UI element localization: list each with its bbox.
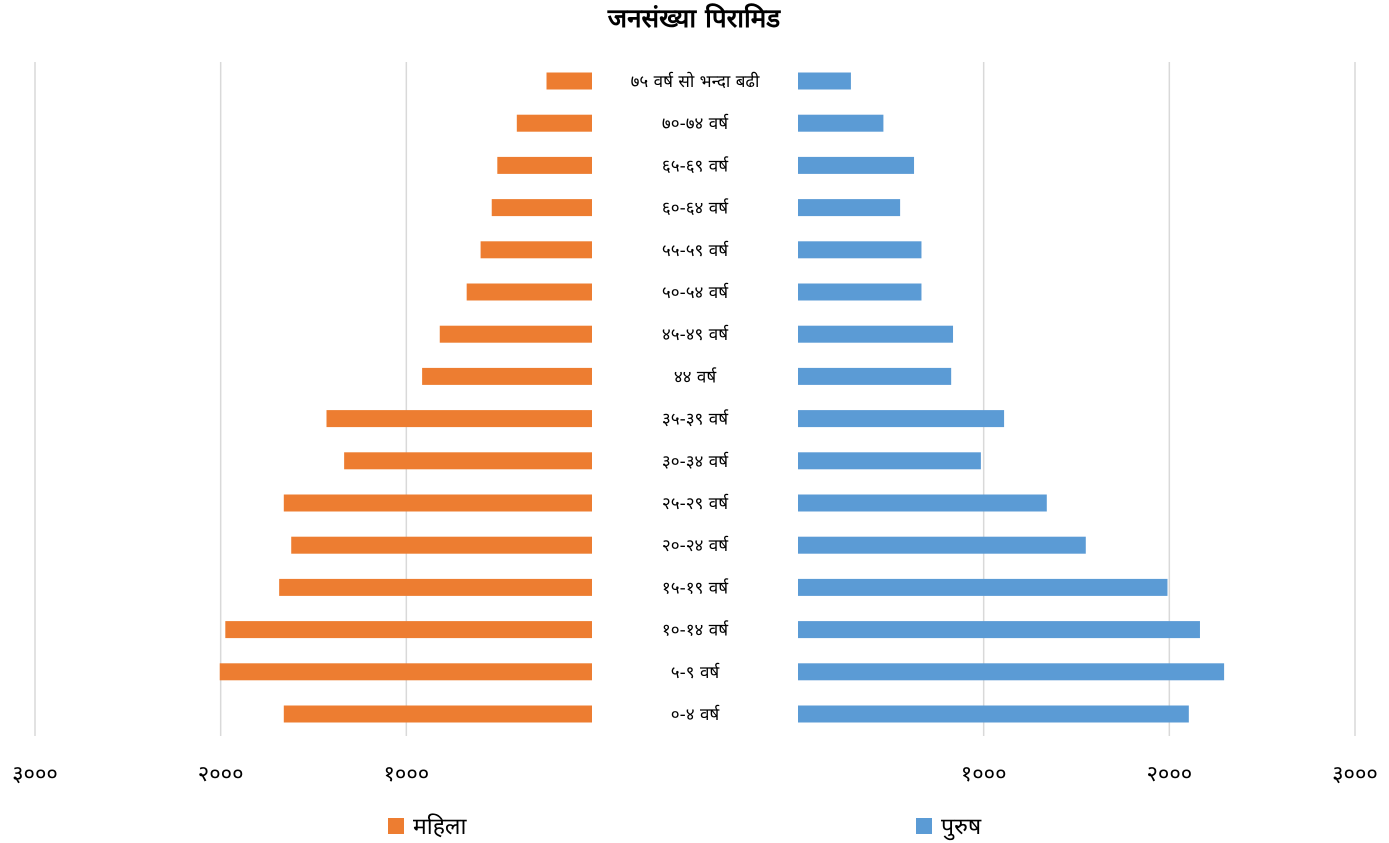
bar-female bbox=[225, 621, 592, 639]
bar-female bbox=[497, 156, 592, 174]
tick-label-left: १००० bbox=[383, 762, 429, 787]
tick-label-right: ३००० bbox=[1332, 762, 1378, 787]
bar-female bbox=[326, 410, 592, 428]
bar-female bbox=[283, 494, 592, 512]
bar-male bbox=[798, 325, 954, 343]
bar-male bbox=[798, 410, 1005, 428]
bar-female bbox=[279, 578, 592, 596]
bar-female bbox=[480, 241, 592, 259]
category-label: २५-२९ वर्ष bbox=[662, 493, 729, 514]
female-bars bbox=[219, 72, 592, 723]
bar-male bbox=[798, 621, 1200, 639]
bar-male bbox=[798, 199, 901, 217]
axis-tick-labels: १००० १००० २००० २००० ३००० ३००० bbox=[12, 762, 1378, 787]
category-label: ७०-७४ वर्ष bbox=[662, 113, 729, 134]
category-label: ४४ वर्ष bbox=[674, 366, 718, 387]
category-label: ६०-६४ वर्ष bbox=[662, 198, 729, 219]
bar-female bbox=[546, 72, 592, 90]
bar-male bbox=[798, 536, 1086, 554]
bar-male bbox=[798, 367, 952, 385]
category-label: ५-९ वर्ष bbox=[671, 662, 721, 683]
bar-male bbox=[798, 494, 1047, 512]
category-label: ३५-३९ वर्ष bbox=[662, 409, 729, 430]
category-label: ५५-५९ वर्ष bbox=[662, 240, 729, 261]
bar-female bbox=[291, 536, 592, 554]
category-label: ४५-४९ वर्ष bbox=[662, 324, 729, 345]
category-labels: ७५ वर्ष सो भन्दा बढी ७०-७४ वर्ष ६५-६९ वर्ष… bbox=[631, 71, 760, 725]
chart-title: जनसंख्या पिरामिड bbox=[607, 3, 782, 34]
bar-male bbox=[798, 283, 922, 301]
category-label: २०-२४ वर्ष bbox=[662, 535, 729, 556]
bar-female bbox=[219, 663, 592, 681]
bar-female bbox=[516, 114, 592, 132]
bar-male bbox=[798, 72, 851, 90]
category-label: ६५-६९ वर्ष bbox=[662, 155, 729, 176]
bar-female bbox=[491, 199, 592, 217]
legend: महिला पुरुष bbox=[388, 813, 982, 841]
bar-male bbox=[798, 705, 1189, 723]
category-label: ३०-३४ वर्ष bbox=[662, 451, 729, 472]
bar-female bbox=[422, 367, 592, 385]
bar-male bbox=[798, 663, 1225, 681]
bar-female bbox=[344, 452, 592, 470]
legend-label: पुरुष bbox=[941, 814, 982, 841]
bar-male bbox=[798, 114, 884, 132]
category-label: ०-४ वर्ष bbox=[671, 704, 721, 725]
bar-female bbox=[439, 325, 592, 343]
bar-female bbox=[283, 705, 592, 723]
male-bars bbox=[798, 72, 1225, 723]
category-label: ५०-५४ वर्ष bbox=[662, 282, 729, 303]
tick-label-right: २००० bbox=[1146, 762, 1192, 787]
category-label: १०-१४ वर्ष bbox=[662, 620, 729, 641]
tick-label-right: १००० bbox=[961, 762, 1007, 787]
bar-male bbox=[798, 452, 981, 470]
bar-male bbox=[798, 156, 915, 174]
bar-male bbox=[798, 578, 1168, 596]
legend-label: महिला bbox=[413, 813, 468, 840]
legend-swatch bbox=[916, 818, 932, 834]
bar-male bbox=[798, 241, 922, 259]
category-label: १५-१९ वर्ष bbox=[662, 577, 729, 598]
category-label: ७५ वर्ष सो भन्दा बढी bbox=[631, 71, 760, 92]
tick-label-left: ३००० bbox=[12, 762, 58, 787]
tick-label-left: २००० bbox=[198, 762, 244, 787]
bar-female bbox=[466, 283, 592, 301]
legend-swatch bbox=[388, 818, 404, 834]
